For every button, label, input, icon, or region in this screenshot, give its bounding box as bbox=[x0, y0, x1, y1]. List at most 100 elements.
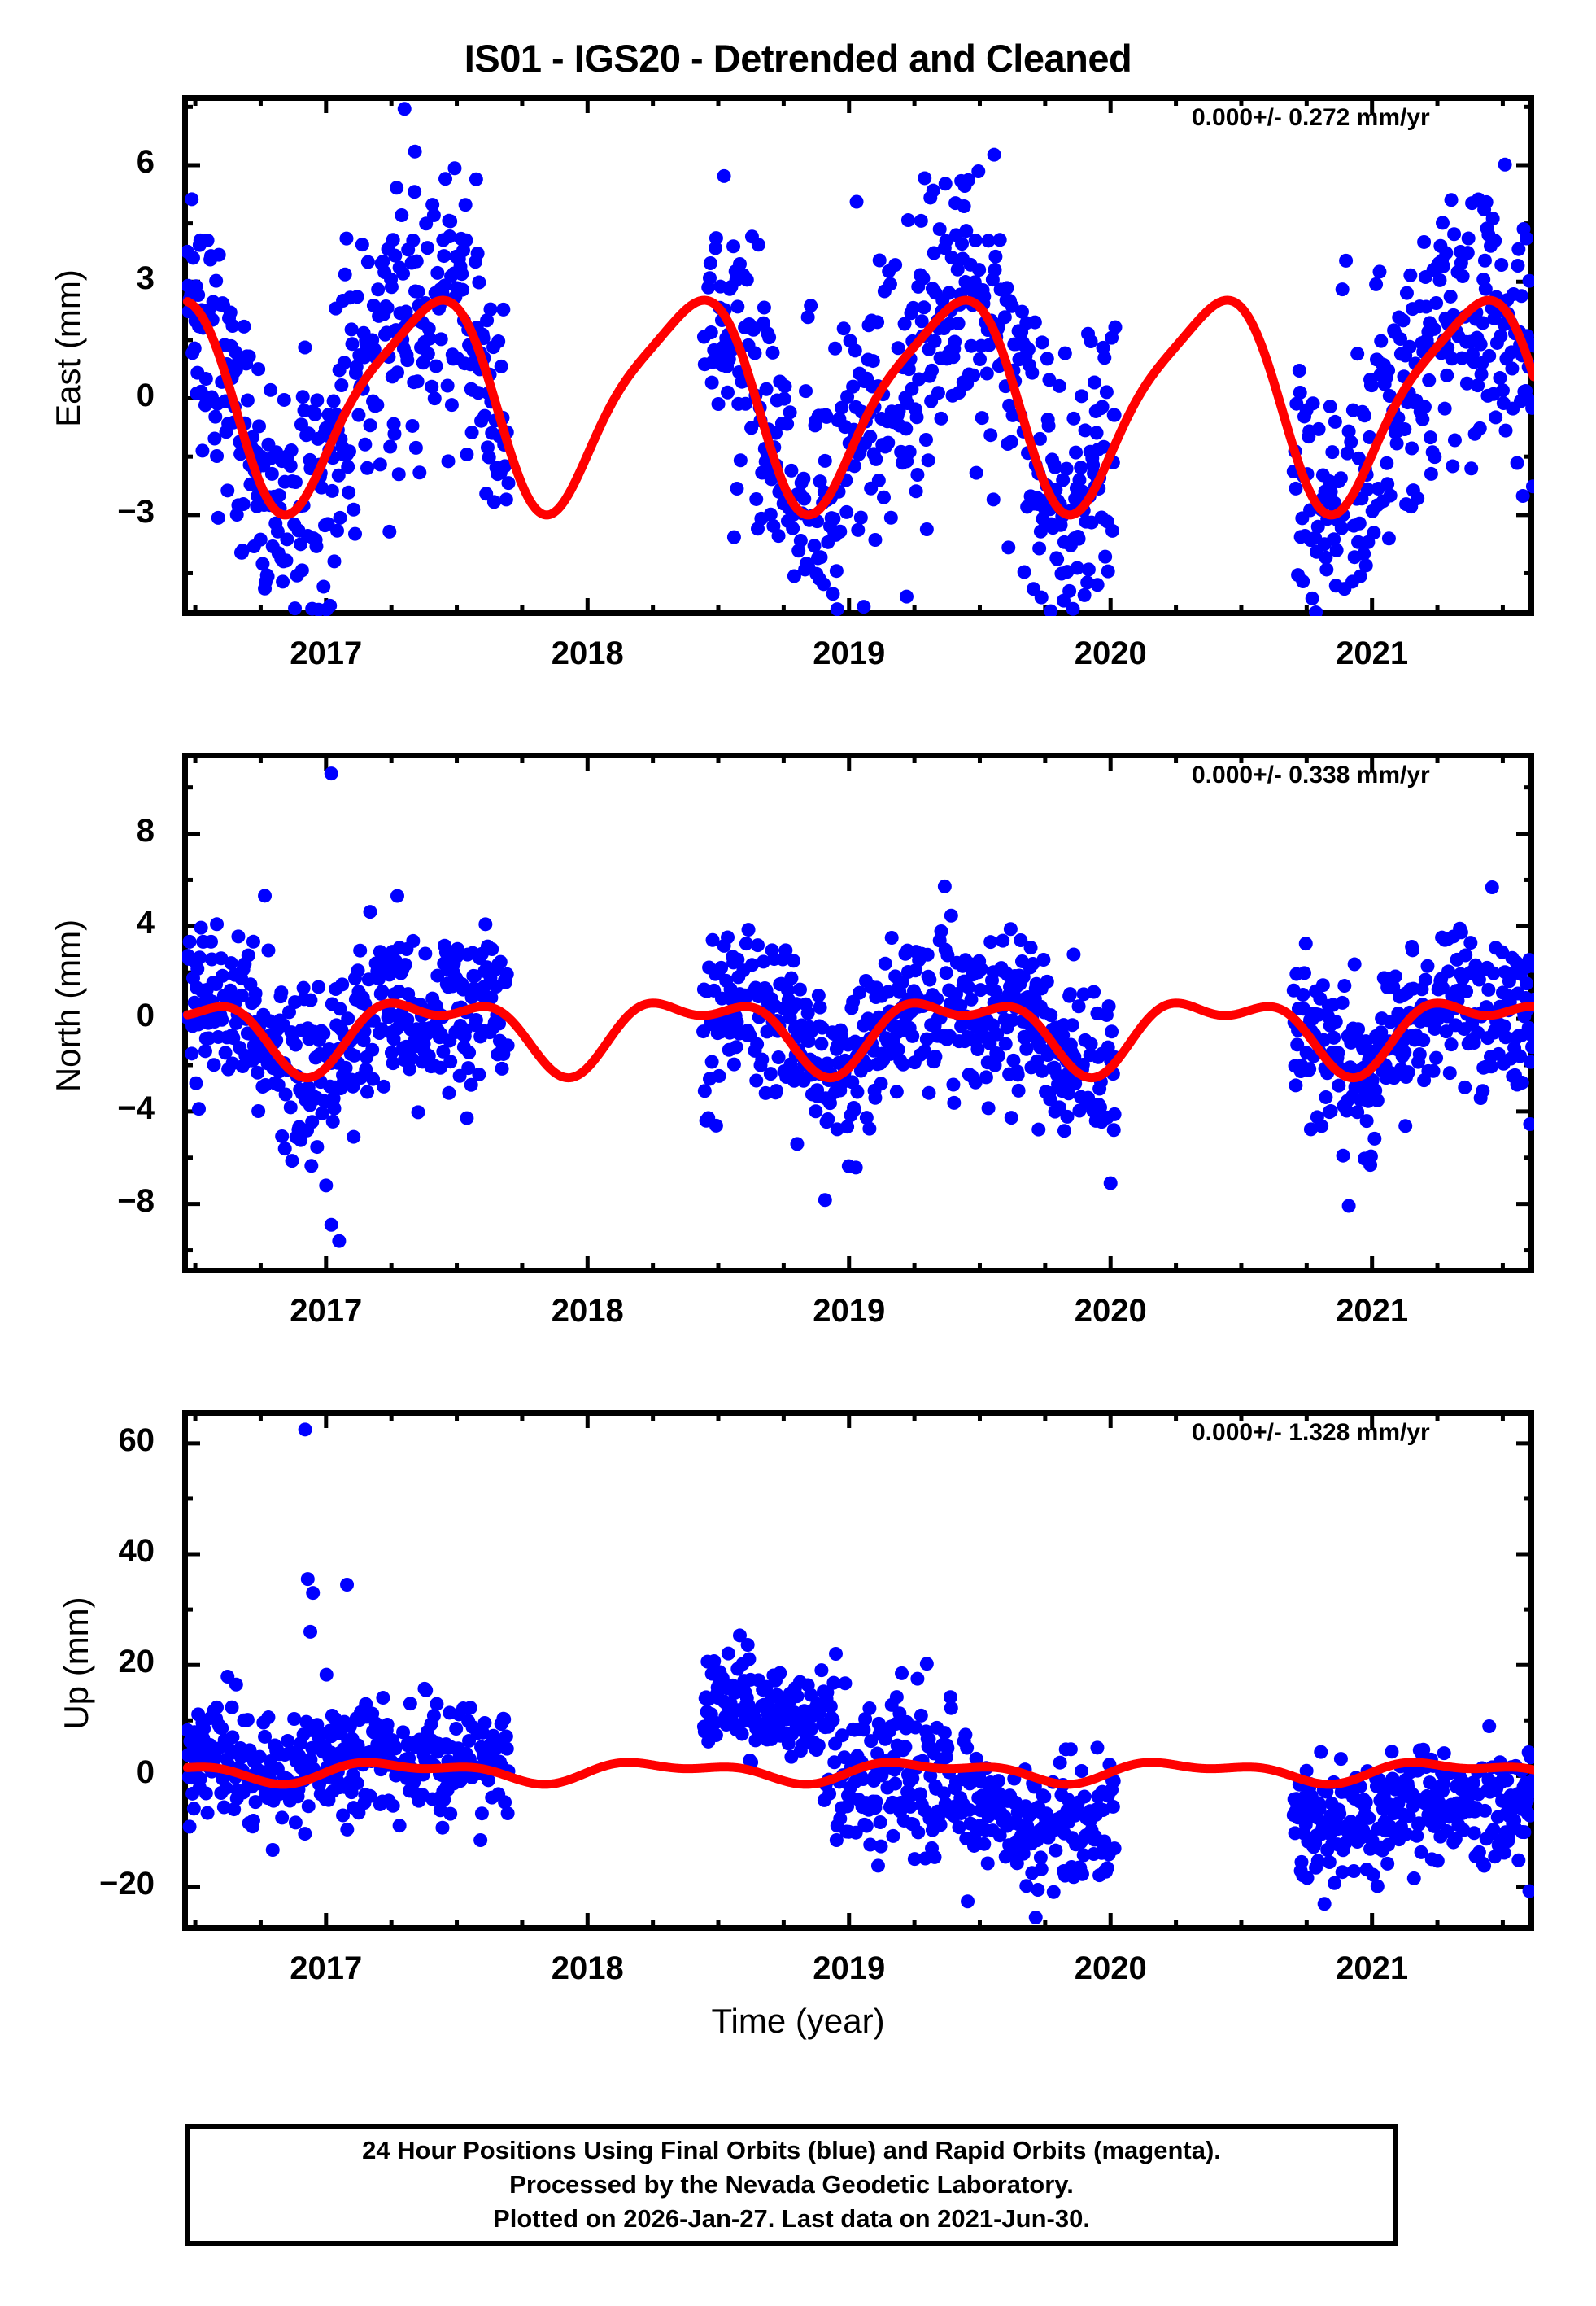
data-point bbox=[1495, 945, 1510, 959]
data-point bbox=[996, 933, 1010, 948]
data-point bbox=[1351, 1022, 1366, 1037]
data-point bbox=[185, 1046, 199, 1061]
data-point bbox=[927, 246, 941, 260]
data-point bbox=[744, 421, 759, 435]
x-tick-label: 2017 bbox=[290, 635, 363, 671]
data-point bbox=[1075, 389, 1089, 404]
data-point bbox=[968, 233, 983, 247]
data-point bbox=[1297, 966, 1311, 980]
data-point bbox=[957, 199, 971, 213]
data-point bbox=[822, 1096, 837, 1111]
data-point bbox=[721, 930, 735, 945]
data-point bbox=[200, 233, 215, 247]
data-point bbox=[969, 465, 983, 480]
data-point bbox=[1034, 1862, 1049, 1876]
data-point bbox=[851, 522, 866, 537]
data-point bbox=[1107, 1841, 1122, 1856]
data-point bbox=[1350, 347, 1365, 361]
data-point bbox=[858, 1712, 873, 1727]
data-point bbox=[325, 483, 339, 498]
data-point bbox=[182, 1819, 197, 1834]
data-point bbox=[405, 418, 420, 433]
data-point bbox=[462, 1045, 477, 1059]
data-point bbox=[241, 948, 255, 963]
data-point bbox=[337, 356, 351, 370]
data-point bbox=[1493, 371, 1507, 386]
data-point bbox=[1062, 1086, 1076, 1101]
data-point bbox=[914, 213, 928, 228]
data-point bbox=[981, 234, 996, 248]
data-point bbox=[942, 286, 957, 300]
data-point bbox=[739, 396, 753, 411]
data-point bbox=[1004, 435, 1018, 449]
data-point bbox=[881, 435, 896, 450]
data-point bbox=[207, 431, 222, 446]
data-point bbox=[411, 1105, 425, 1120]
data-point-outlier bbox=[1103, 1176, 1118, 1190]
data-point bbox=[835, 1728, 849, 1743]
data-point bbox=[1296, 988, 1310, 1002]
data-point bbox=[1523, 1117, 1534, 1132]
x-tick-label: 2021 bbox=[1336, 635, 1409, 671]
data-point bbox=[1372, 264, 1387, 279]
data-point bbox=[1381, 531, 1396, 546]
data-point bbox=[464, 425, 479, 439]
data-point bbox=[498, 459, 512, 474]
data-point bbox=[1479, 194, 1494, 209]
data-point bbox=[1442, 1066, 1457, 1081]
data-point bbox=[778, 943, 793, 958]
north-plot-canvas bbox=[182, 753, 1534, 1273]
data-point bbox=[223, 305, 238, 320]
data-point bbox=[426, 1709, 441, 1723]
data-point bbox=[1056, 473, 1071, 487]
data-point bbox=[1383, 488, 1398, 503]
data-point bbox=[1105, 330, 1119, 345]
data-point bbox=[384, 280, 399, 295]
data-point bbox=[1299, 1763, 1314, 1778]
data-point-outlier bbox=[306, 1586, 321, 1601]
data-point bbox=[1023, 941, 1038, 955]
caption-box: 24 Hour Positions Using Final Orbits (bl… bbox=[185, 2124, 1398, 2246]
data-point bbox=[1515, 1076, 1529, 1090]
data-point bbox=[1511, 242, 1526, 256]
data-point bbox=[1402, 339, 1417, 354]
data-point bbox=[215, 1721, 229, 1736]
data-point bbox=[730, 952, 745, 967]
data-point bbox=[491, 334, 506, 349]
data-point bbox=[1031, 1882, 1045, 1897]
data-point bbox=[1101, 564, 1115, 579]
data-point bbox=[1489, 410, 1503, 425]
data-point bbox=[192, 950, 207, 965]
data-point bbox=[1447, 227, 1462, 242]
data-point bbox=[1477, 1858, 1492, 1873]
data-point bbox=[857, 600, 871, 614]
data-point bbox=[1367, 1131, 1382, 1146]
data-point bbox=[934, 411, 948, 426]
data-point bbox=[481, 1773, 495, 1788]
data-point bbox=[1494, 258, 1509, 273]
data-point bbox=[711, 397, 726, 412]
data-point bbox=[347, 502, 361, 517]
data-point bbox=[1066, 411, 1081, 426]
data-point bbox=[331, 468, 346, 483]
data-point bbox=[1041, 418, 1056, 433]
data-point bbox=[1310, 519, 1325, 534]
data-point bbox=[897, 317, 912, 331]
data-point bbox=[312, 980, 326, 994]
data-point bbox=[1005, 1013, 1019, 1028]
data-point bbox=[376, 1691, 390, 1705]
data-point-outlier bbox=[298, 1422, 312, 1437]
data-point bbox=[1010, 1068, 1025, 1082]
data-point bbox=[390, 889, 404, 903]
data-point bbox=[410, 374, 425, 389]
data-point bbox=[1526, 1784, 1534, 1799]
data-point bbox=[1467, 1826, 1481, 1841]
data-point bbox=[1056, 1028, 1071, 1042]
data-point bbox=[215, 1012, 229, 1027]
data-point bbox=[1337, 979, 1352, 994]
data-point bbox=[271, 1077, 286, 1092]
data-point bbox=[895, 1666, 909, 1680]
data-point-outlier bbox=[324, 766, 338, 781]
data-point bbox=[793, 534, 808, 548]
